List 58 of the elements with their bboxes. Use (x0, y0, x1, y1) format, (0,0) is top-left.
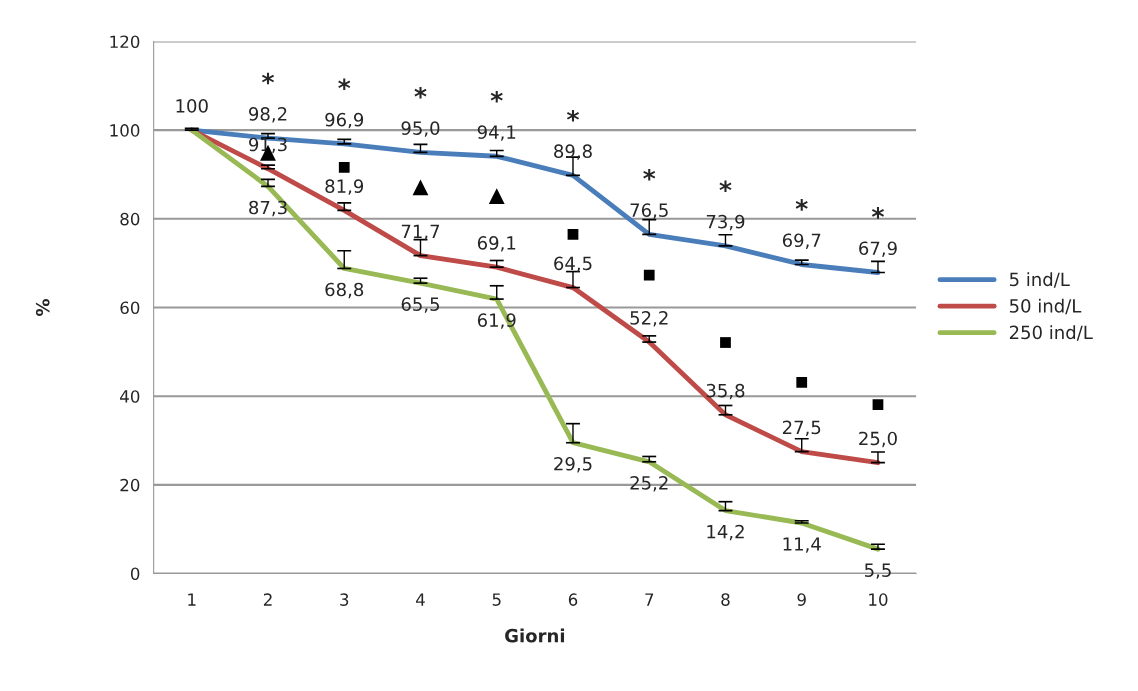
x-tick-label: 5 (492, 593, 501, 606)
y-tick-label: 20 (120, 478, 140, 492)
annotation: * (490, 90, 503, 103)
annotation: * (261, 72, 275, 85)
data-label: 52,2 (630, 311, 668, 327)
data-label: 91,3 (249, 137, 287, 154)
annotation: * (566, 109, 580, 122)
data-label: 67,9 (859, 241, 897, 257)
data-label: 98,2 (249, 107, 287, 123)
data-label: 89,8 (554, 144, 592, 160)
data-label: 71,7 (401, 224, 440, 241)
x-tick-label: 9 (797, 593, 806, 606)
data-label: 69,7 (782, 233, 821, 249)
legend-label: 50 ind/L (1009, 298, 1082, 315)
data-label: 25,0 (859, 431, 897, 448)
annotation: * (414, 86, 427, 99)
x-tick-label: 3 (340, 593, 349, 606)
data-label: 27,5 (782, 420, 821, 437)
y-tick-label: 40 (120, 390, 140, 403)
data-label: 81,9 (325, 179, 364, 195)
x-tick-label: 6 (568, 593, 578, 606)
x-tick-label: 7 (645, 593, 654, 606)
y-tick-label: 60 (120, 301, 140, 315)
data-label: 35,8 (706, 383, 745, 400)
x-tick-label: 10 (869, 593, 888, 606)
data-label: 64,5 (554, 256, 592, 272)
x-tick-label: 8 (721, 593, 730, 606)
annotation: * (871, 207, 884, 219)
y-tick-label: 100 (110, 124, 140, 137)
x-axis-title: Giorni (505, 628, 565, 643)
data-label: 25,2 (630, 476, 668, 492)
data-label: 14,2 (707, 524, 744, 541)
y-axis-title: % (35, 299, 50, 316)
annotation: * (719, 180, 732, 193)
data-label: 100 (176, 99, 208, 113)
data-label: 69,1 (477, 236, 516, 252)
data-label: 96,9 (325, 112, 364, 129)
y-tick-label: 0 (130, 567, 140, 581)
annotation: * (795, 199, 808, 211)
data-label: 95,0 (401, 121, 440, 137)
data-label: 68,8 (325, 282, 364, 299)
legend-label: 250 ind/L (1009, 325, 1093, 341)
data-label: 87,3 (249, 200, 287, 217)
data-label: 94,1 (477, 125, 516, 141)
x-tick-label: 2 (263, 593, 272, 606)
legend-label: 5 ind/L (1009, 272, 1070, 288)
annotation: * (643, 168, 656, 181)
data-label: 5,5 (865, 563, 891, 579)
data-label: 73,9 (706, 214, 745, 231)
data-label: 76,5 (630, 203, 668, 219)
annotation: * (338, 78, 351, 91)
x-tick-label: 4 (416, 593, 425, 606)
data-label: 65,5 (401, 297, 440, 313)
y-tick-label: 80 (120, 212, 140, 226)
data-label: 29,5 (554, 456, 592, 473)
y-tick-label: 120 (110, 35, 140, 49)
x-tick-label: 1 (188, 593, 196, 606)
data-label: 11,4 (783, 537, 821, 553)
